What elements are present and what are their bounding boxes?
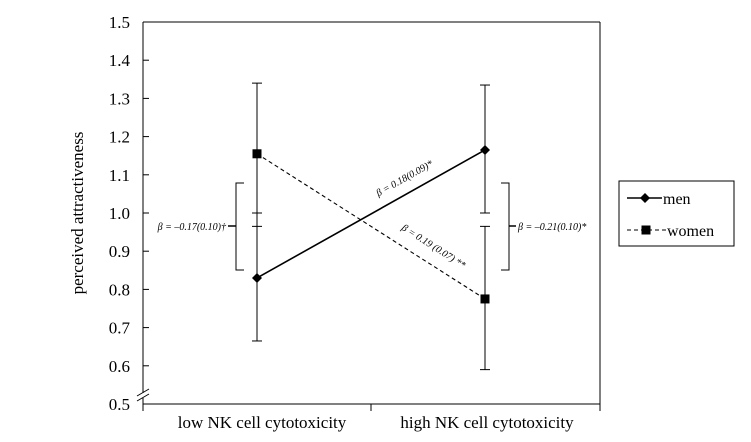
y-tick-label: 0.6 xyxy=(109,357,130,376)
annotations: β = 0.18(0.09)* β = 0.19 (0.07) ** β = –0.… xyxy=(157,159,587,272)
legend-marker-women xyxy=(641,225,651,235)
legend-box xyxy=(618,180,735,247)
y-tick-label: 0.5 xyxy=(109,395,130,414)
bracket-low xyxy=(235,182,244,271)
series-line-men xyxy=(256,149,486,279)
legend: men women xyxy=(618,180,735,247)
series-group xyxy=(252,82,490,371)
y-tick-label: 1.1 xyxy=(109,166,130,185)
y-axis-label: perceived attractiveness xyxy=(68,132,87,295)
legend-marker-men xyxy=(640,193,650,203)
series-women xyxy=(252,82,490,371)
legend-label-women: women xyxy=(667,223,714,240)
data-point-men xyxy=(252,272,262,283)
low-sex-difference-annotation: β = –0.17(0.10)† xyxy=(157,222,227,233)
series-men xyxy=(252,84,490,342)
y-tick-label: 1.3 xyxy=(109,89,130,108)
data-point-women xyxy=(252,149,262,159)
y-tick-label: 0.7 xyxy=(109,319,131,338)
y-tick-label: 0.8 xyxy=(109,280,130,299)
bracket-high xyxy=(501,182,510,271)
y-tick-label: 1.5 xyxy=(109,13,130,32)
series-line-women xyxy=(256,153,486,300)
x-category-label: low NK cell cytotoxicity xyxy=(178,413,347,432)
data-point-men xyxy=(480,144,490,155)
y-tick-label: 1.2 xyxy=(109,128,130,147)
x-axis-categories: low NK cell cytotoxicity high NK cell cyt… xyxy=(178,413,574,432)
y-tick-label: 1.4 xyxy=(109,51,131,70)
high-sex-difference-annotation: β = –0.21(0.10)* xyxy=(517,222,586,233)
data-point-women xyxy=(480,294,490,304)
x-category-label: high NK cell cytotoxicity xyxy=(400,413,574,432)
women-slope-annotation: β = 0.19 (0.07) ** xyxy=(399,222,468,271)
axes xyxy=(136,21,601,411)
axis-break-mark xyxy=(136,393,150,402)
men-slope-annotation: β = 0.18(0.09)* xyxy=(374,159,436,200)
y-tick-label: 0.9 xyxy=(109,242,130,261)
legend-label-men: men xyxy=(663,191,691,208)
y-axis-ticks: 0.5 0.6 0.7 0.8 0.9 1.0 1.1 1.2 1.3 1.4 1.5 xyxy=(109,13,149,414)
axis-break-mark xyxy=(136,388,150,397)
y-tick-label: 1.0 xyxy=(109,204,130,223)
